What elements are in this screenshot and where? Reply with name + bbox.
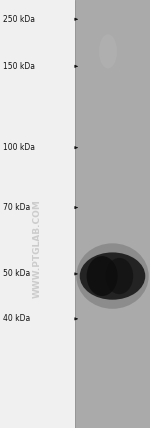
Text: 40 kDa: 40 kDa [3,314,30,324]
Ellipse shape [80,253,145,300]
Text: 70 kDa: 70 kDa [3,203,30,212]
Text: 250 kDa: 250 kDa [3,15,35,24]
Text: 50 kDa: 50 kDa [3,269,30,279]
Ellipse shape [106,258,133,294]
Text: 150 kDa: 150 kDa [3,62,35,71]
Text: 100 kDa: 100 kDa [3,143,35,152]
Text: WWW.PTGLAB.COM: WWW.PTGLAB.COM [33,199,42,298]
Ellipse shape [76,243,149,309]
Ellipse shape [99,34,117,68]
Ellipse shape [87,256,118,296]
Bar [75,0,150,428]
